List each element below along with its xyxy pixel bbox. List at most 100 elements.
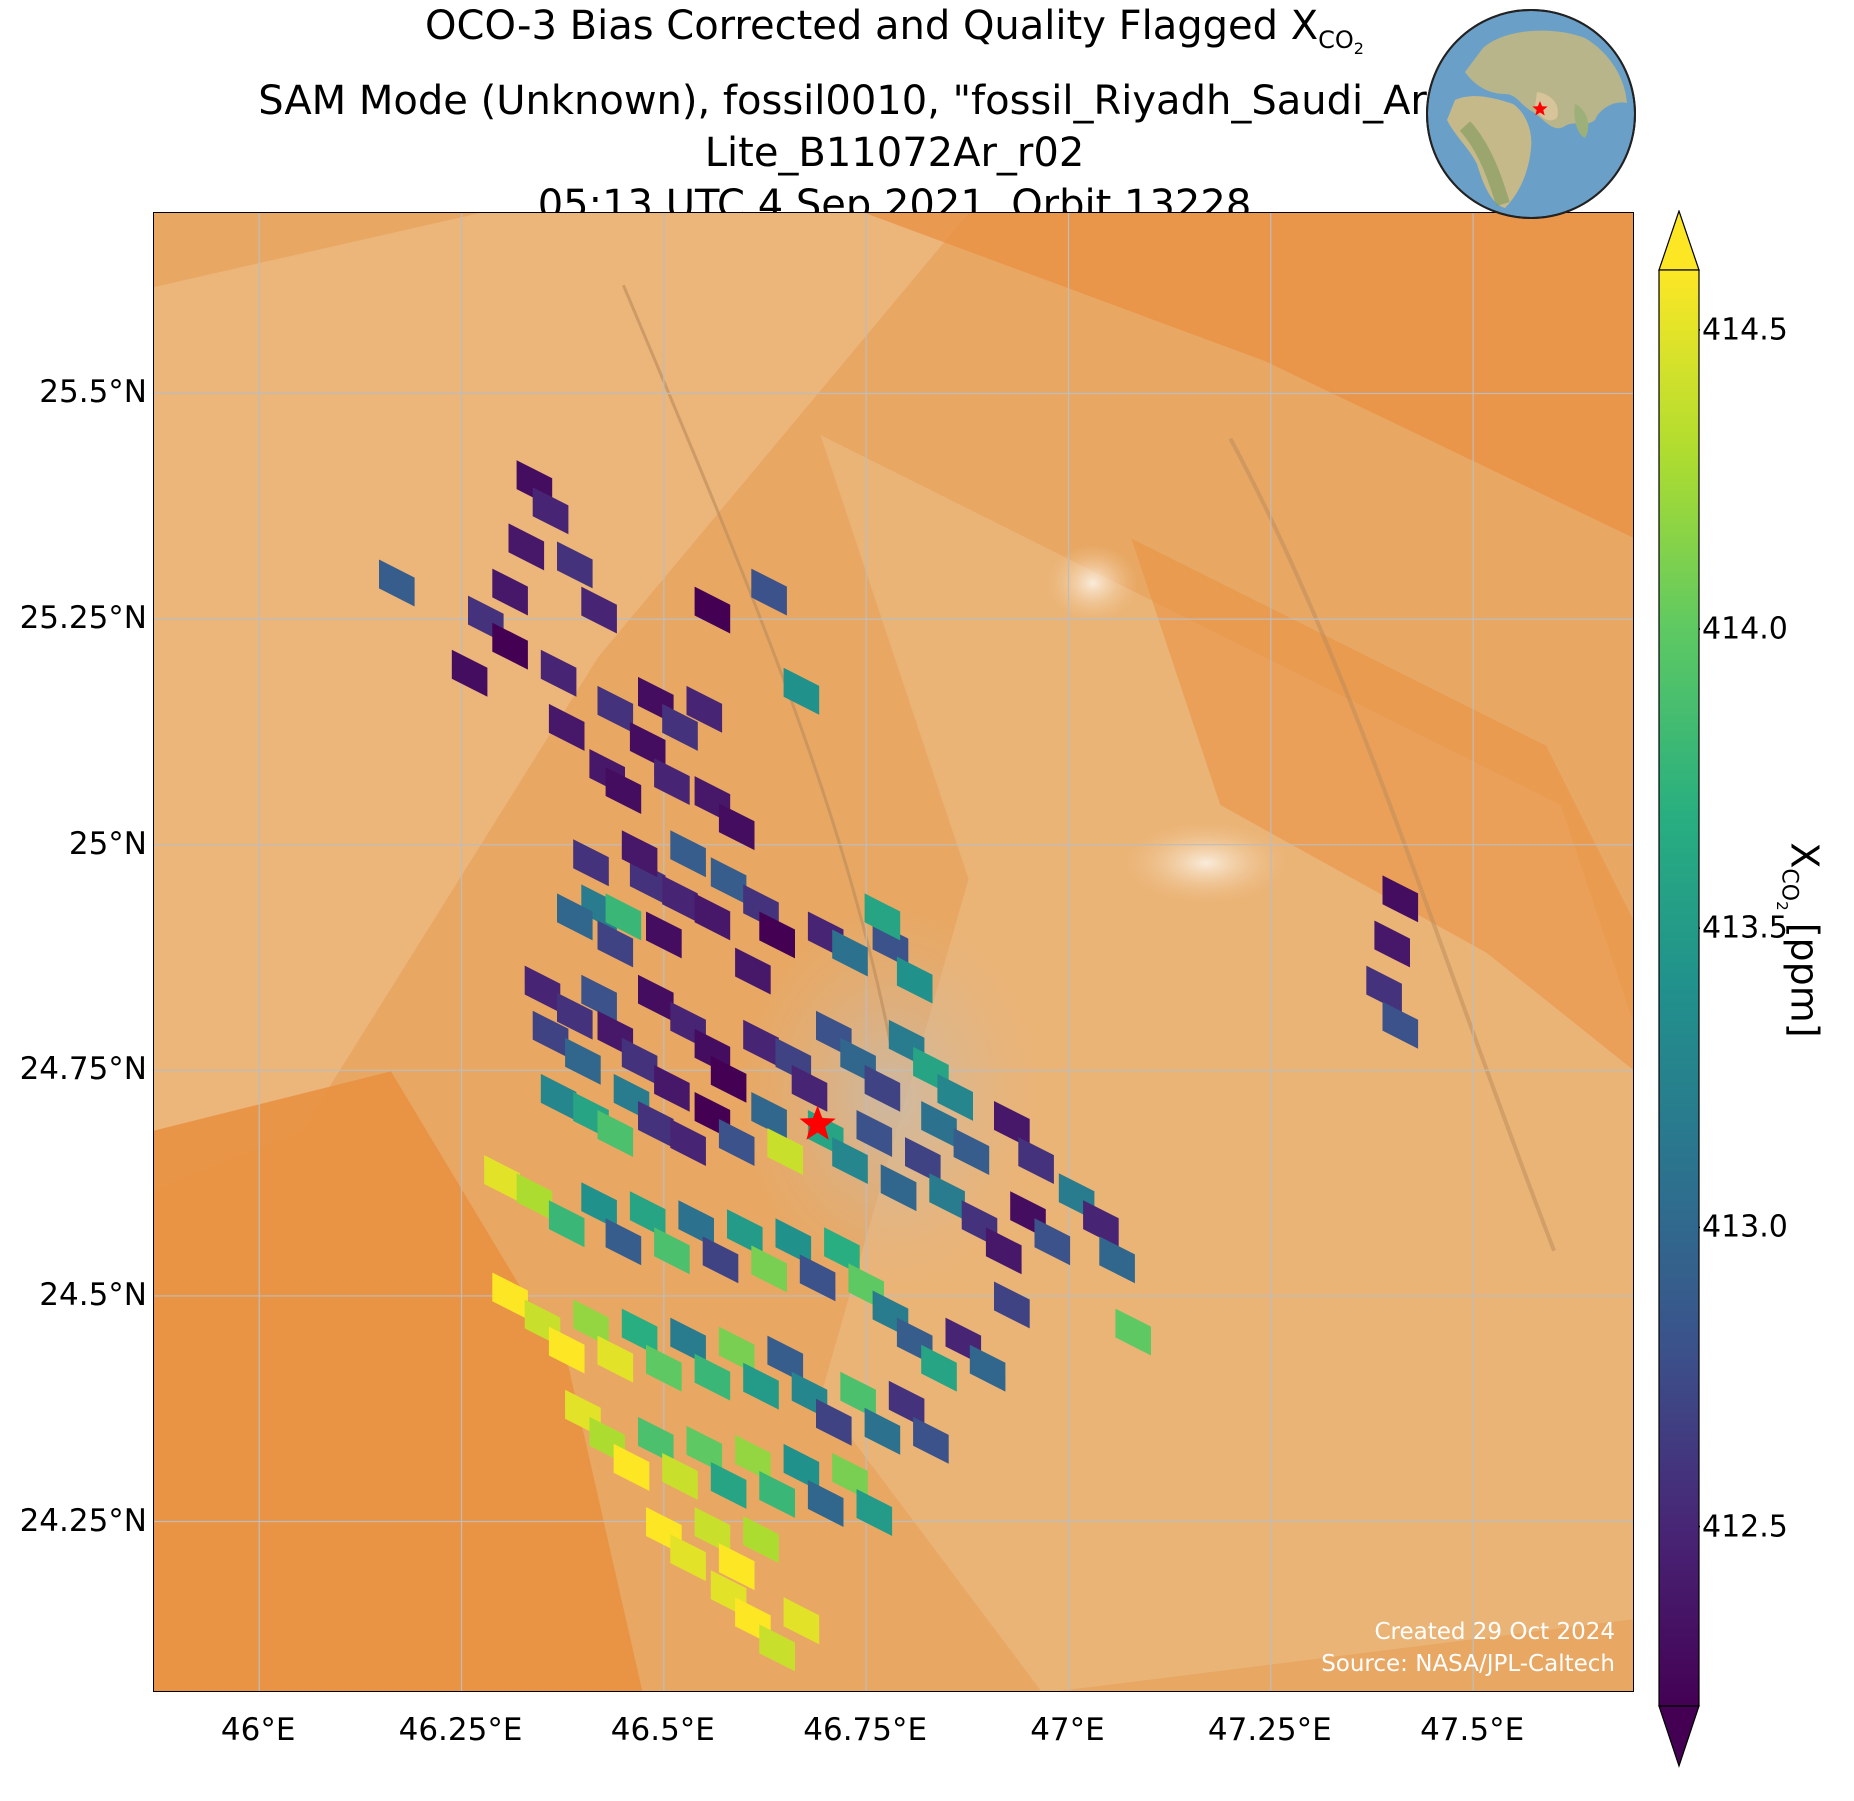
xco2-sounding bbox=[379, 559, 415, 607]
xco2-sounding bbox=[702, 1236, 739, 1284]
xco2-sounding bbox=[807, 1480, 844, 1527]
xco2-sounding bbox=[1034, 1218, 1071, 1266]
xco2-sounding bbox=[799, 1254, 836, 1302]
xco2-sounding bbox=[670, 830, 706, 878]
lon-tick-label: 47°E bbox=[1030, 1712, 1105, 1748]
xco2-sounding bbox=[832, 1453, 868, 1500]
xco2-sounding bbox=[686, 1425, 723, 1473]
xco2-sounding bbox=[872, 920, 909, 968]
xco2-sounding bbox=[597, 1335, 634, 1383]
xco2-sounding bbox=[864, 1407, 901, 1455]
xco2-sounding bbox=[832, 929, 868, 977]
globe-arabia bbox=[1535, 92, 1558, 121]
xco2-sounding bbox=[605, 893, 642, 941]
xco2-sounding bbox=[548, 1326, 585, 1374]
xco2-sounding bbox=[532, 487, 569, 535]
colorbar-tick-label: 413.0 bbox=[1702, 1209, 1788, 1245]
xco2-sounding bbox=[791, 1064, 828, 1112]
xco2-sounding bbox=[913, 1416, 949, 1464]
xco2-sounding bbox=[856, 1110, 893, 1157]
xco2-sounding bbox=[816, 1398, 852, 1446]
xco2-sounding bbox=[751, 1245, 787, 1293]
xco2-sounding bbox=[629, 722, 666, 769]
xco2-sounding bbox=[557, 893, 593, 941]
credit-created: Created 29 Oct 2024 bbox=[1374, 1619, 1615, 1645]
xco2-sounding bbox=[994, 1281, 1030, 1329]
xco2-sounding bbox=[654, 1227, 690, 1275]
xco2-sounding bbox=[896, 956, 933, 1004]
colorbar-extend-min bbox=[1658, 1705, 1700, 1768]
colorbar-tick-label: 414.5 bbox=[1702, 312, 1788, 348]
xco2-sounding bbox=[1099, 1236, 1135, 1284]
xco2-sounding bbox=[670, 1534, 706, 1582]
xco2-sounding bbox=[694, 586, 731, 634]
xco2-sounding bbox=[597, 685, 634, 733]
xco2-sounding bbox=[832, 1137, 868, 1184]
globe-eurasia bbox=[1465, 30, 1627, 129]
xco2-sounding bbox=[953, 1128, 990, 1175]
xco2-sounding bbox=[686, 685, 723, 733]
xco2-sounding bbox=[492, 622, 528, 670]
xco2-sounding bbox=[524, 965, 561, 1013]
xco2-sounding bbox=[605, 1218, 642, 1266]
lat-tick-label: 25°N bbox=[68, 825, 147, 862]
xco2-sounding bbox=[1115, 1308, 1151, 1356]
xco2-sounding bbox=[759, 1471, 795, 1518]
basemap-dunes-east bbox=[1131, 538, 1633, 1070]
map-panel[interactable]: Created 29 Oct 2024 Source: NASA/JPL-Cal… bbox=[153, 212, 1634, 1692]
xco2-sounding bbox=[621, 1308, 658, 1356]
lon-tick-label: 46.75°E bbox=[803, 1712, 928, 1748]
xco2-sounding bbox=[880, 1164, 917, 1212]
xco2-sounding bbox=[492, 568, 528, 616]
xco2-sounding bbox=[670, 1317, 706, 1365]
globe-star-marker bbox=[1532, 101, 1548, 116]
xco2-sounding bbox=[678, 1200, 714, 1248]
target-star-marker bbox=[799, 1105, 836, 1140]
xco2-sounding bbox=[540, 1073, 577, 1121]
xco2-sounding bbox=[605, 767, 642, 814]
lon-tick-label: 46.5°E bbox=[610, 1712, 715, 1748]
xco2-sounding bbox=[581, 1182, 617, 1230]
lat-tick-label: 24.25°N bbox=[19, 1502, 147, 1539]
xco2-sounding bbox=[484, 1155, 520, 1203]
xco2-sounding bbox=[727, 1209, 763, 1257]
xco2-sounding bbox=[516, 1173, 553, 1221]
xco2-sounding bbox=[621, 1037, 658, 1085]
xco2-sounding bbox=[557, 992, 593, 1040]
xco2-sounding bbox=[969, 1344, 1006, 1392]
lat-tick-label: 25.25°N bbox=[19, 600, 147, 637]
xco2-sounding bbox=[937, 1073, 973, 1121]
xco2-sounding bbox=[751, 1092, 787, 1139]
xco2-sounding bbox=[573, 839, 609, 887]
xco2-sounding bbox=[694, 893, 731, 941]
xco2-sounding bbox=[929, 1173, 965, 1221]
xco2-sounding bbox=[638, 1416, 674, 1464]
xco2-sounding bbox=[621, 830, 658, 878]
xco2-sounding bbox=[492, 1272, 528, 1320]
xco2-sounding bbox=[662, 875, 698, 923]
xco2-sounding bbox=[710, 1462, 747, 1509]
xco2-sounding bbox=[824, 1227, 860, 1275]
colorbar-tick-label: 414.0 bbox=[1702, 611, 1788, 647]
xco2-sounding bbox=[451, 649, 488, 697]
colorbar-gradient bbox=[1658, 269, 1700, 1707]
title-line-2: SAM Mode (Unknown), fossil0010, "fossil_… bbox=[258, 77, 1531, 124]
xco2-sounding bbox=[710, 1055, 747, 1103]
colorbar-tick-label: 412.5 bbox=[1702, 1509, 1788, 1544]
xco2-sounding bbox=[638, 974, 674, 1022]
xco2-sounding bbox=[613, 1443, 650, 1491]
xco2-sounding bbox=[548, 1200, 585, 1248]
basemap-dunes-southwest bbox=[154, 1071, 643, 1691]
xco2-sounding bbox=[654, 758, 690, 805]
xco2-sounding bbox=[638, 1101, 674, 1148]
xco2-sounding bbox=[743, 1516, 779, 1563]
xco2-sounding bbox=[581, 974, 617, 1022]
xco2-sounding bbox=[921, 1344, 957, 1392]
basemap-dunes-north bbox=[864, 213, 1633, 538]
xco2-sounding bbox=[1018, 1137, 1054, 1184]
xco2-sounding bbox=[783, 667, 820, 715]
xco2-sounding bbox=[985, 1227, 1022, 1275]
xco2-sounding bbox=[597, 920, 634, 968]
xco2-sounding bbox=[581, 586, 617, 634]
lon-tick-label: 47.25°E bbox=[1207, 1712, 1332, 1748]
